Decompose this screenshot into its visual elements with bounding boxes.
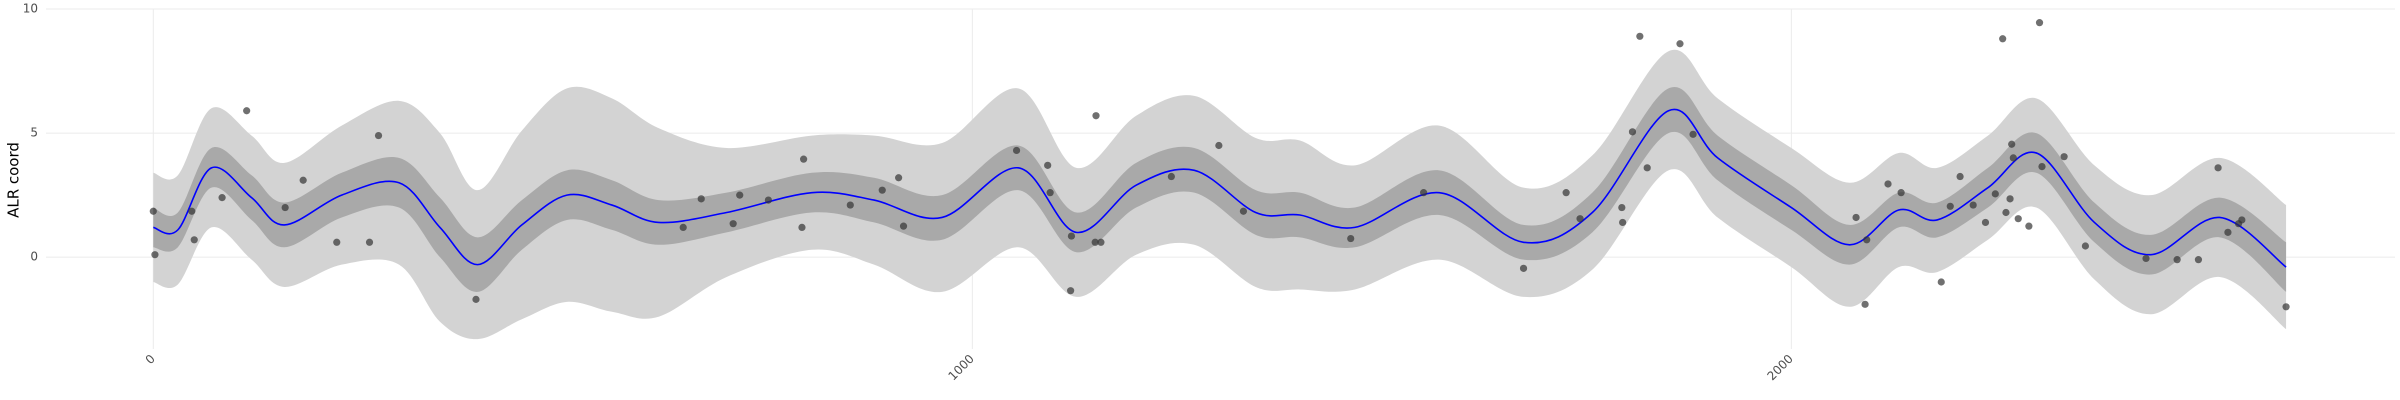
data-point [798,223,806,231]
data-point [1628,128,1637,136]
data-point [1046,189,1054,197]
data-point [1636,32,1644,40]
data-point [2038,162,2046,171]
x-tick-label: 0 [143,352,158,367]
data-point [1067,232,1076,240]
data-point [1167,172,1175,181]
data-point [878,186,886,194]
data-point [729,220,737,228]
data-point [281,203,289,212]
data-point [1956,172,1964,181]
data-point [218,194,226,202]
data-point [188,207,196,215]
data-point [2025,222,2033,230]
data-point [1676,40,1684,48]
data-point [1576,215,1584,223]
data-point [1991,190,1999,198]
data-point [1937,278,1945,286]
data-point [1420,189,1428,197]
data-point [1091,238,1099,246]
data-point [2006,195,2014,203]
data-point [2081,242,2090,250]
data-point [1012,146,1021,155]
data-point [1215,141,1223,150]
data-point [1618,203,1626,212]
data-point [1562,189,1570,197]
data-point [2009,154,2017,162]
mean-line [153,108,2287,268]
data-point [151,251,159,259]
data-point [2194,256,2203,264]
data-point [374,131,383,140]
inner-band [153,86,2287,292]
data-point [2282,303,2290,311]
data-point [1863,236,1871,244]
x-tick-label: 2000 [1764,352,1795,383]
y-tick-label: 10 [23,2,38,16]
data-point [736,191,744,199]
data-point [1852,213,1860,222]
data-point [764,196,772,204]
data-point [1097,238,1105,246]
data-point [1067,287,1075,295]
y-tick-label: 0 [30,250,38,264]
data-point [1981,218,1990,227]
data-point [1619,218,1627,227]
data-point [899,222,908,230]
data-point [2214,164,2222,172]
data-point [2035,19,2044,27]
data-point [1689,130,1697,138]
data-point [2014,215,2022,223]
data-point [365,238,374,246]
data-point [697,195,705,203]
data-point [800,155,808,163]
data-point [1969,201,1977,209]
data-point [472,295,480,303]
data-point [1999,35,2007,43]
data-point [1946,202,1954,210]
data-point [2008,140,2016,148]
data-point [2238,216,2246,224]
data-point [333,238,341,246]
data-point [299,176,307,184]
data-point [1884,180,1892,188]
x-tick-label: 1000 [945,352,976,383]
data-point [1643,164,1651,172]
data-point [2002,208,2010,217]
data-point [1519,264,1528,272]
data-point [846,201,854,209]
data-point [1092,112,1100,120]
data-point [2142,254,2150,263]
data-point [2224,228,2232,236]
data-point [1861,300,1869,308]
data-point [1239,207,1248,215]
data-point [149,207,157,215]
data-point [1044,161,1052,169]
data-point [679,223,687,231]
data-point [243,107,251,115]
data-point [2173,256,2181,264]
y-axis-title: ALR coord [5,142,23,218]
data-point [895,174,903,182]
y-tick-label: 5 [30,126,38,140]
data-point [190,236,198,244]
data-point [1347,234,1355,243]
data-point [2060,153,2068,161]
data-point [1897,189,1905,197]
